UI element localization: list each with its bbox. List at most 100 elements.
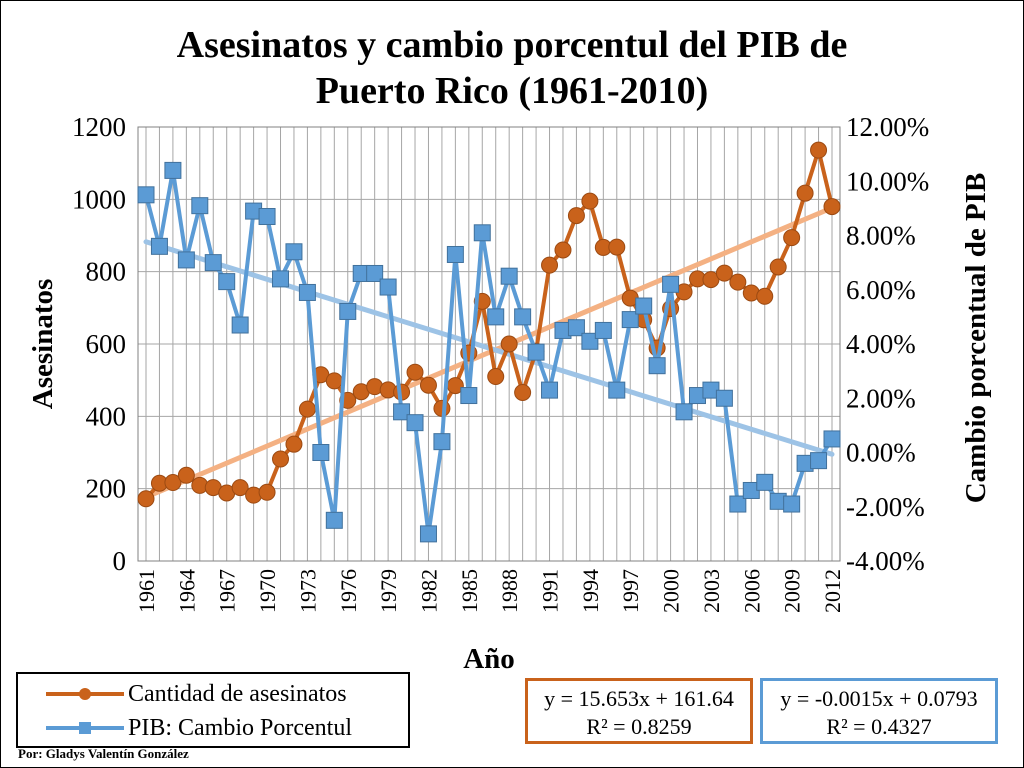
data-point-pib (339, 302, 357, 320)
legend-label-asesinatos: Cantidad de asesinatos (128, 681, 347, 707)
data-point-pib (325, 511, 343, 529)
data-point-asesinatos (406, 363, 424, 381)
y2-tick-label: 6.00% (846, 275, 916, 305)
x-tick-label: 1964 (174, 569, 199, 613)
x-tick-label: 1961 (134, 569, 159, 613)
data-point-asesinatos (487, 368, 505, 386)
data-point-asesinatos (769, 258, 787, 276)
data-point-pib (810, 452, 828, 470)
y-tick-label: 600 (86, 329, 127, 359)
y-axis-title: Asesinatos (27, 279, 59, 410)
y2-tick-label: 0.00% (846, 438, 916, 468)
data-point-pib (446, 245, 464, 263)
y-tick-label: 400 (86, 401, 127, 431)
data-point-asesinatos (729, 273, 747, 291)
x-tick-label: 2012 (820, 569, 845, 613)
trendline-equation-pib-text: y = -0.0015x + 0.0793 (780, 686, 978, 711)
data-point-pib (298, 283, 316, 301)
data-point-pib (164, 161, 182, 179)
data-point-pib (272, 270, 290, 288)
data-point-pib (729, 495, 747, 513)
data-point-asesinatos (285, 435, 303, 453)
data-point-asesinatos (231, 479, 249, 497)
data-point-asesinatos (783, 229, 801, 247)
x-tick-label: 1970 (255, 569, 280, 613)
legend-entry-asesinatos: Cantidad de asesinatos (18, 678, 408, 710)
trendline-equation-asesinatos-text: y = 15.653x + 161.64 (544, 686, 734, 711)
data-point-asesinatos (500, 335, 518, 353)
data-point-pib (177, 251, 195, 269)
x-tick-label: 1994 (578, 569, 603, 613)
x-tick-label: 1973 (295, 569, 320, 613)
data-point-pib (715, 389, 733, 407)
data-point-asesinatos (298, 400, 316, 418)
data-point-pib (487, 308, 505, 326)
data-point-pib (514, 308, 532, 326)
x-axis-title: Año (463, 643, 515, 675)
data-point-pib (366, 264, 384, 282)
chart-title: Asesinatos y cambio porcentul del PIB de… (176, 24, 848, 112)
data-point-pib (393, 403, 411, 421)
x-tick-label: 2006 (739, 569, 764, 613)
data-point-pib (823, 430, 841, 448)
y-tick-label: 800 (86, 257, 127, 287)
data-point-pib (608, 381, 626, 399)
data-point-pib (406, 414, 424, 432)
data-point-pib (191, 197, 209, 215)
x-tick-label: 1991 (538, 569, 563, 613)
legend: Cantidad de asesinatos PIB: Cambio Porce… (16, 672, 410, 748)
data-point-pib (231, 316, 249, 334)
data-point-pib (218, 273, 236, 291)
data-point-pib (648, 357, 666, 375)
y-tick-label: 0 (113, 546, 127, 576)
data-point-pib (783, 495, 801, 513)
x-tick-label: 1979 (376, 569, 401, 613)
x-tick-label: 1976 (336, 569, 361, 613)
author-credit: Por: Gladys Valentín González (18, 746, 189, 761)
data-point-pib (581, 332, 599, 350)
data-point-asesinatos (823, 198, 841, 216)
y2-axis-title: Cambio porcentual de PIB (960, 173, 992, 504)
trendline-equation-pib: y = -0.0015x + 0.0793 R² = 0.4327 (760, 678, 998, 744)
x-tick-label: 1967 (215, 569, 240, 613)
data-point-pib (756, 473, 774, 491)
data-point-asesinatos (567, 207, 585, 225)
x-tick-label: 1982 (416, 569, 441, 613)
data-point-asesinatos (164, 474, 182, 492)
data-point-asesinatos (137, 490, 155, 508)
data-point-pib (675, 403, 693, 421)
trendline-r2-pib-text: R² = 0.4327 (826, 714, 932, 739)
data-point-pib (285, 243, 303, 261)
legend-swatch-pib (46, 722, 124, 734)
x-tick-label: 1997 (618, 569, 643, 613)
data-point-pib (527, 343, 545, 361)
trendline-asesinatos (143, 205, 835, 500)
y2-tick-label: -4.00% (846, 546, 925, 576)
x-tick-label: 1985 (457, 569, 482, 613)
data-point-pib (460, 387, 478, 405)
data-point-asesinatos (258, 483, 276, 501)
data-point-asesinatos (554, 241, 572, 259)
plot-area (137, 126, 841, 562)
data-point-pib (419, 525, 437, 543)
y2-tick-label: -2.00% (846, 492, 925, 522)
data-point-asesinatos (581, 192, 599, 210)
data-point-pib (594, 321, 612, 339)
trendline-equation-asesinatos: y = 15.653x + 161.64 R² = 0.8259 (525, 678, 753, 744)
x-tick-label: 2009 (780, 569, 805, 613)
data-point-pib (312, 444, 330, 461)
data-point-asesinatos (810, 141, 828, 159)
y2-tick-label: 10.00% (846, 166, 929, 196)
y2-tick-label: 2.00% (846, 383, 916, 413)
data-point-asesinatos (756, 287, 774, 305)
x-tick-label: 2003 (699, 569, 724, 613)
data-point-pib (433, 433, 451, 451)
data-point-pib (379, 278, 397, 296)
legend-swatch-asesinatos (46, 688, 124, 700)
data-point-pib (258, 208, 276, 226)
data-point-asesinatos (608, 238, 626, 256)
x-tick-label: 2000 (659, 569, 684, 613)
data-point-asesinatos (541, 256, 559, 274)
y-tick-label: 1000 (72, 184, 126, 214)
